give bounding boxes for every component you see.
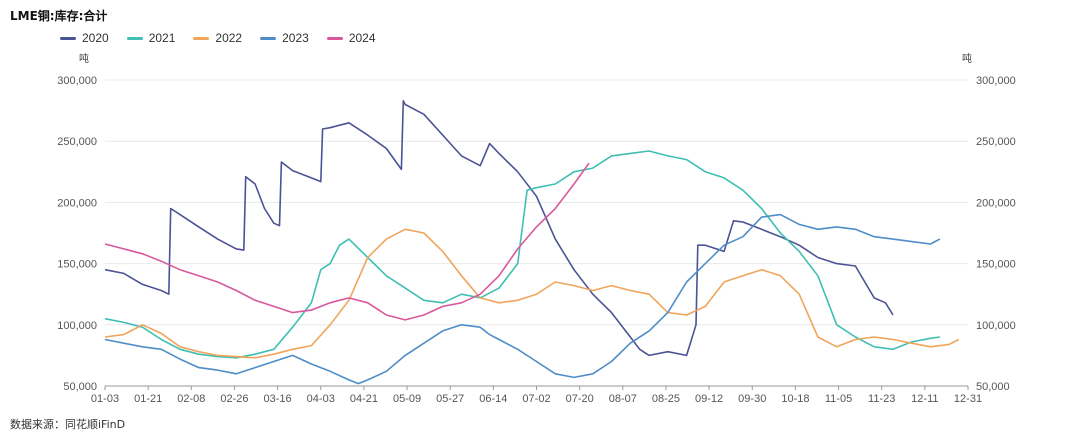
y-tick-label-right: 200,000	[976, 197, 1016, 209]
legend-swatch	[193, 36, 210, 40]
y-tick-label-left: 50,000	[63, 381, 97, 393]
x-tick-label: 11-23	[868, 393, 895, 405]
x-tick-label: 02-08	[177, 393, 205, 405]
legend-label: 2021	[148, 31, 176, 45]
y-tick-label-right: 50,000	[976, 381, 1010, 393]
legend-label: 2024	[348, 31, 376, 45]
x-tick-label: 04-03	[307, 393, 335, 405]
x-tick-label: 02-26	[220, 393, 248, 405]
x-tick-label: 11-05	[825, 393, 852, 405]
y-unit-right: 吨	[962, 52, 972, 65]
line-chart: 50,000 50,000 100,000 100,000 150,000 150,000…	[57, 52, 1016, 405]
legend-label: 2023	[282, 31, 309, 45]
legend-item-2022[interactable]: 2022	[193, 31, 242, 45]
legend-swatch	[60, 36, 76, 40]
y-tick-label-right: 100,000	[976, 320, 1016, 332]
chart-title: LME铜:库存:合计	[10, 9, 108, 23]
legend-label: 2022	[215, 31, 243, 45]
series-line-2021	[104, 150, 941, 359]
y-tick-label-right: 300,000	[976, 75, 1016, 87]
x-tick-label: 04-21	[350, 393, 378, 405]
x-tick-label: 08-25	[652, 393, 680, 405]
x-tick-label: 09-12	[695, 393, 723, 405]
x-tick-label: 05-27	[436, 393, 464, 405]
y-tick-label-left: 150,000	[57, 259, 97, 271]
x-tick-label: 06-14	[479, 393, 507, 405]
y-tick-label-right: 150,000	[976, 259, 1016, 271]
y-tick-label-left: 100,000	[57, 320, 97, 332]
x-tick-label: 12-11	[911, 393, 938, 405]
data-source: 数据来源：同花顺iFinD	[10, 418, 126, 431]
x-tick-label: 10-18	[781, 393, 809, 405]
x-tick-label: 05-09	[393, 393, 421, 405]
x-tick-label: 12-31	[954, 393, 982, 405]
legend-swatch	[126, 36, 143, 40]
y-tick-label-left: 250,000	[57, 136, 97, 148]
legend-item-2020[interactable]: 2020	[60, 31, 109, 45]
y-tick-label-right: 250,000	[976, 136, 1016, 148]
legend-item-2024[interactable]: 2024	[326, 31, 376, 45]
x-tick-label: 01-21	[134, 393, 162, 405]
legend-item-2023[interactable]: 2023	[260, 31, 309, 45]
x-tick-label: 09-30	[738, 393, 766, 405]
y-unit-left: 吨	[79, 52, 89, 65]
series-line-2024	[104, 162, 590, 321]
x-tick-label: 03-16	[264, 393, 292, 405]
x-tick-label: 08-07	[609, 393, 637, 405]
chart-legend: 2020 2021 2022 2023 2024	[60, 31, 376, 45]
legend-item-2021[interactable]: 2021	[126, 31, 176, 45]
y-tick-label-left: 300,000	[57, 75, 97, 87]
x-tick-label: 07-20	[566, 393, 594, 405]
legend-swatch	[260, 36, 277, 40]
legend-swatch	[326, 36, 343, 40]
y-tick-label-left: 200,000	[57, 197, 97, 209]
series-line-2023	[104, 213, 941, 385]
series-line-2020	[104, 100, 894, 357]
x-tick-label: 07-02	[522, 393, 550, 405]
x-tick-label: 01-03	[91, 393, 119, 405]
legend-label: 2020	[82, 31, 109, 45]
series-line-2022	[104, 228, 959, 359]
